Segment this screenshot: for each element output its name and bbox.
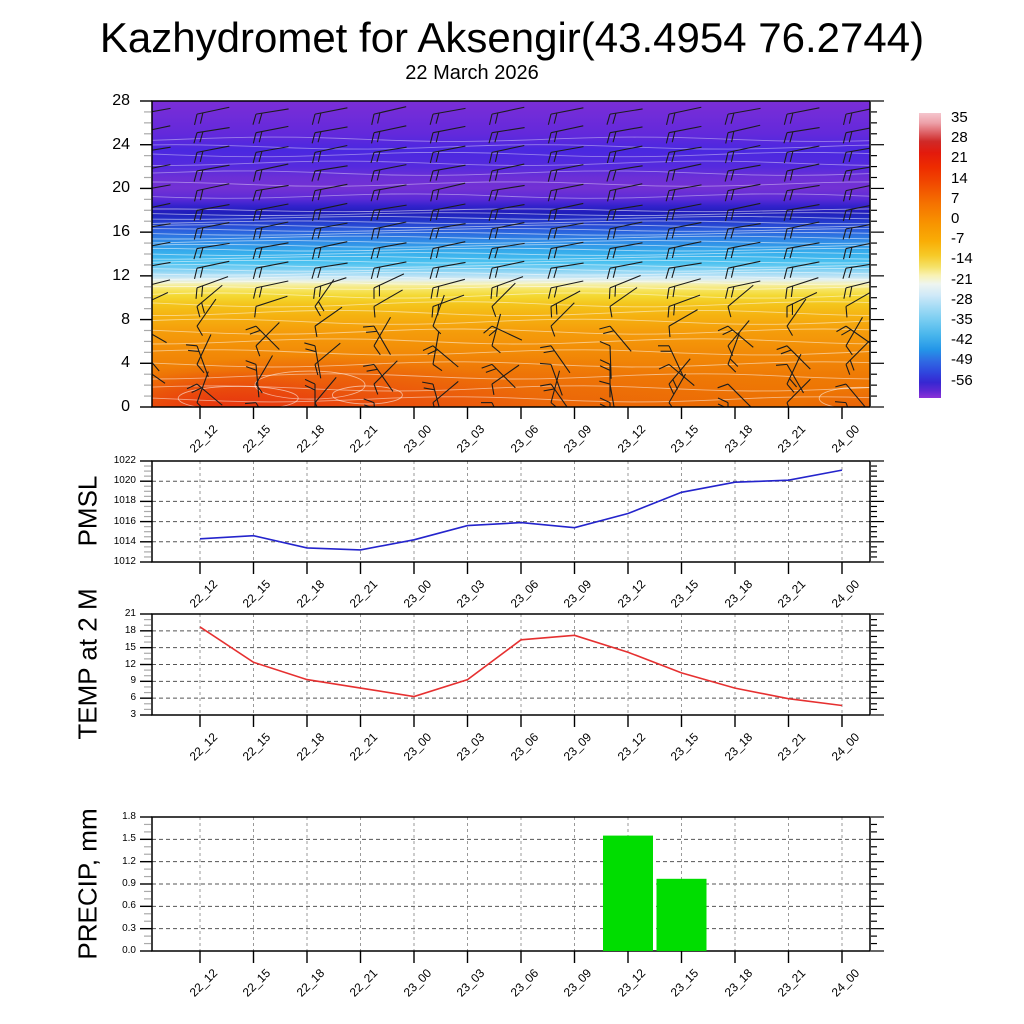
colorbar-tick-label: 7 — [951, 189, 960, 207]
x-tick-label: 23_18 — [721, 422, 755, 456]
x-tick-label: 22_15 — [239, 577, 274, 611]
colorbar-tick-label: -35 — [951, 311, 973, 328]
y-tick-label: 0.6 — [122, 900, 136, 912]
cross-section-plot — [152, 101, 870, 407]
y-tick-label: 8 — [121, 310, 130, 328]
chart-date-subtitle: 22 March 2026 — [405, 62, 539, 84]
page-title: Kazhydromet for Aksengir(43.4954 76.2744… — [99, 14, 925, 61]
x-tick-label: 22_21 — [346, 966, 381, 1000]
y-tick-label: 20 — [112, 179, 130, 197]
y-tick-label: 0.3 — [122, 922, 136, 934]
x-tick-label: 23_00 — [400, 577, 434, 611]
x-tick-label: 23_12 — [614, 577, 648, 611]
x-tick-label: 23_15 — [667, 422, 702, 456]
y-tick-label: 3 — [130, 709, 136, 720]
y-tick-label: 1.5 — [122, 833, 136, 845]
x-tick-label: 23_09 — [560, 966, 595, 1000]
x-tick-label: 22_18 — [293, 577, 327, 611]
x-tick-label: 22_21 — [346, 422, 381, 456]
y-tick-label: 18 — [124, 624, 136, 636]
colorbar-tick-label: -42 — [951, 331, 973, 349]
colorbar-tick-label: 0 — [951, 210, 960, 227]
colorbar-tick-label: -7 — [951, 230, 965, 248]
colorbar-tick-label: 21 — [951, 149, 968, 167]
x-tick-label: 23_15 — [667, 730, 702, 764]
x-tick-label: 23_03 — [453, 422, 488, 456]
x-tick-label: 23_00 — [400, 422, 434, 456]
colorbar-tick-label: -49 — [951, 351, 973, 369]
x-tick-label: 23_09 — [560, 422, 595, 456]
colorbar-tick-label: -28 — [951, 290, 973, 308]
y-tick-label: 0 — [121, 398, 130, 415]
x-tick-label: 24_00 — [828, 422, 862, 456]
colorbar-tick-label: 35 — [951, 109, 968, 126]
y-tick-label: 21 — [124, 608, 136, 619]
x-tick-label: 22_15 — [239, 422, 274, 456]
x-tick-label: 22_12 — [186, 966, 220, 1000]
colorbar-tick-label: -14 — [951, 250, 973, 268]
x-tick-label: 23_09 — [560, 730, 595, 764]
x-tick-label: 23_12 — [614, 730, 648, 764]
x-tick-label: 23_06 — [507, 577, 541, 611]
x-tick-label: 23_03 — [453, 577, 488, 611]
y-tick-label: 1.2 — [122, 855, 136, 867]
x-tick-label: 23_12 — [614, 966, 648, 1000]
x-tick-label: 23_18 — [721, 730, 755, 764]
y-tick-label: 4 — [121, 354, 130, 372]
x-tick-label: 22_21 — [346, 577, 381, 611]
x-tick-label: 24_00 — [828, 730, 862, 764]
y-tick-label: 9 — [130, 675, 136, 687]
x-tick-label: 23_21 — [774, 422, 809, 456]
y-tick-label: 1014 — [113, 535, 136, 547]
x-tick-label: 23_09 — [560, 577, 595, 611]
x-tick-label: 23_06 — [507, 730, 541, 764]
y-tick-label: 0.9 — [122, 878, 136, 889]
x-tick-label: 23_00 — [400, 730, 434, 764]
colorbar-tick-label: -21 — [951, 270, 973, 288]
x-tick-label: 23_18 — [721, 577, 755, 611]
colorbar-tick-label: 14 — [951, 169, 968, 187]
x-tick-label: 22_15 — [239, 730, 274, 764]
y-tick-label: 12 — [124, 658, 136, 670]
y-tick-label: 1.8 — [122, 811, 136, 822]
x-tick-label: 23_21 — [774, 966, 809, 1000]
x-tick-label: 23_00 — [400, 966, 434, 1000]
x-tick-label: 22_18 — [293, 422, 327, 456]
y-tick-label: 28 — [112, 92, 130, 109]
colorbar-tick-label: -56 — [951, 371, 973, 389]
y-tick-label: 1020 — [113, 475, 136, 487]
y-tick-label: 1022 — [113, 455, 136, 466]
x-tick-label: 23_03 — [453, 966, 488, 1000]
x-tick-label: 22_12 — [186, 422, 220, 456]
x-tick-label: 23_21 — [774, 577, 809, 611]
x-tick-label: 22_18 — [293, 730, 327, 764]
x-tick-label: 23_06 — [507, 966, 541, 1000]
temperature-colorbar — [919, 113, 941, 398]
colorbar-tick-label: 28 — [951, 129, 968, 147]
y-tick-label: 24 — [112, 135, 130, 153]
x-tick-label: 23_21 — [774, 730, 809, 764]
x-tick-label: 23_06 — [507, 422, 541, 456]
y-tick-label: 12 — [112, 266, 130, 284]
x-tick-label: 24_00 — [828, 577, 862, 611]
x-tick-label: 22_15 — [239, 966, 274, 1000]
x-tick-label: 22_18 — [293, 966, 327, 1000]
x-tick-label: 23_15 — [667, 577, 702, 611]
y-tick-label: 15 — [124, 641, 136, 653]
x-tick-label: 23_12 — [614, 422, 648, 456]
x-tick-label: 22_12 — [186, 577, 220, 611]
x-tick-label: 24_00 — [828, 966, 862, 1000]
y-tick-label: 1018 — [113, 495, 136, 507]
y-tick-label: 1012 — [113, 556, 136, 567]
x-tick-label: 22_21 — [346, 730, 381, 764]
x-tick-label: 23_15 — [667, 966, 702, 1000]
x-tick-label: 22_12 — [186, 730, 220, 764]
y-tick-label: 1016 — [113, 515, 136, 527]
y-tick-label: 0.0 — [122, 945, 136, 956]
x-tick-label: 23_03 — [453, 730, 488, 764]
y-tick-label: 6 — [130, 692, 136, 704]
y-tick-label: 16 — [112, 223, 130, 241]
x-tick-label: 23_18 — [721, 966, 755, 1000]
